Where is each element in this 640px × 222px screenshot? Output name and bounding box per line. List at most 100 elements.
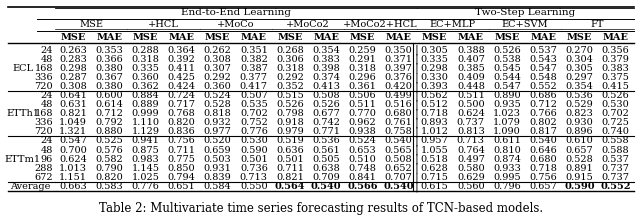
- Text: 0.420: 0.420: [385, 82, 412, 91]
- Text: 0.711: 0.711: [168, 146, 195, 155]
- Text: EC+MLP: EC+MLP: [429, 20, 476, 30]
- Text: MSE: MSE: [494, 33, 520, 42]
- Text: 0.382: 0.382: [240, 55, 268, 64]
- Text: 0.724: 0.724: [168, 91, 195, 100]
- Text: 0.518: 0.518: [421, 155, 449, 164]
- Text: Average: Average: [10, 182, 50, 191]
- Text: 0.590: 0.590: [240, 146, 268, 155]
- Text: 168: 168: [35, 109, 53, 118]
- Text: |: |: [413, 108, 420, 119]
- Text: 0.425: 0.425: [168, 73, 195, 82]
- Text: 0.565: 0.565: [385, 146, 412, 155]
- Text: 0.519: 0.519: [276, 137, 304, 145]
- Text: 0.802: 0.802: [529, 118, 557, 127]
- Text: 288: 288: [35, 164, 53, 173]
- Text: MAE: MAE: [458, 33, 484, 42]
- Text: 0.392: 0.392: [168, 55, 195, 64]
- Text: 0.938: 0.938: [348, 127, 376, 136]
- Text: 0.543: 0.543: [529, 55, 557, 64]
- Text: 0.821: 0.821: [59, 109, 87, 118]
- Text: 0.352: 0.352: [276, 82, 304, 91]
- Text: |: |: [413, 72, 420, 83]
- Text: 0.841: 0.841: [348, 173, 376, 182]
- Text: |: |: [413, 172, 420, 182]
- Text: 0.796: 0.796: [493, 182, 521, 191]
- Text: MSE: MSE: [566, 33, 592, 42]
- Text: |: |: [413, 154, 420, 164]
- Text: 0.758: 0.758: [385, 127, 412, 136]
- Text: 0.318: 0.318: [131, 55, 159, 64]
- Text: 0.540: 0.540: [385, 137, 412, 145]
- Text: 0.713: 0.713: [457, 137, 485, 145]
- Text: Table 2: Multivariate time series forecasting results of TCN-based models.: Table 2: Multivariate time series foreca…: [99, 202, 543, 215]
- Text: 0.528: 0.528: [204, 100, 232, 109]
- Text: 0.550: 0.550: [240, 182, 268, 191]
- Text: 0.580: 0.580: [457, 164, 484, 173]
- Text: 0.263: 0.263: [59, 46, 87, 55]
- Text: MSE: MSE: [79, 20, 103, 30]
- Text: 0.631: 0.631: [59, 100, 87, 109]
- Text: 0.680: 0.680: [529, 155, 557, 164]
- Text: 0.932: 0.932: [204, 118, 232, 127]
- Text: 48: 48: [40, 146, 53, 155]
- Text: 0.629: 0.629: [457, 173, 484, 182]
- Text: 0.297: 0.297: [565, 73, 593, 82]
- Text: |: |: [413, 117, 420, 128]
- Text: 0.766: 0.766: [529, 109, 557, 118]
- Text: 0.353: 0.353: [95, 46, 123, 55]
- Text: 0.283: 0.283: [59, 55, 87, 64]
- Text: 0.398: 0.398: [312, 64, 340, 73]
- Text: |: |: [413, 54, 420, 64]
- Text: FT: FT: [591, 20, 604, 30]
- Text: MSE: MSE: [349, 33, 375, 42]
- Text: 1.025: 1.025: [131, 173, 159, 182]
- Text: 0.624: 0.624: [457, 109, 484, 118]
- Text: 0.977: 0.977: [204, 127, 232, 136]
- Text: 0.388: 0.388: [457, 46, 484, 55]
- Text: 0.335: 0.335: [131, 64, 159, 73]
- Text: 0.657: 0.657: [529, 182, 557, 191]
- Text: 0.288: 0.288: [131, 46, 159, 55]
- Text: 0.874: 0.874: [493, 155, 521, 164]
- Text: 336: 336: [35, 118, 53, 127]
- Text: 0.810: 0.810: [493, 146, 521, 155]
- Text: 0.356: 0.356: [602, 46, 629, 55]
- Text: 0.497: 0.497: [457, 155, 484, 164]
- Text: 0.610: 0.610: [566, 137, 593, 145]
- Text: 0.957: 0.957: [421, 137, 449, 145]
- Text: 1.321: 1.321: [59, 127, 87, 136]
- Text: 0.387: 0.387: [240, 64, 268, 73]
- Text: 0.305: 0.305: [421, 46, 449, 55]
- Text: 0.510: 0.510: [348, 155, 376, 164]
- Text: 0.718: 0.718: [420, 109, 449, 118]
- Text: 0.508: 0.508: [312, 91, 340, 100]
- Text: 1.079: 1.079: [493, 118, 521, 127]
- Text: 0.511: 0.511: [348, 100, 376, 109]
- Text: 0.582: 0.582: [95, 155, 123, 164]
- Text: 1.049: 1.049: [59, 118, 87, 127]
- Text: 0.880: 0.880: [95, 127, 123, 136]
- Text: 0.308: 0.308: [204, 55, 232, 64]
- Text: |: |: [413, 127, 420, 137]
- Text: 1.110: 1.110: [131, 118, 159, 127]
- Text: 0.537: 0.537: [602, 155, 630, 164]
- Text: 0.530: 0.530: [240, 137, 268, 145]
- Text: MAE: MAE: [530, 33, 556, 42]
- Text: 0.646: 0.646: [529, 146, 557, 155]
- Text: 0.770: 0.770: [348, 109, 376, 118]
- Text: 0.536: 0.536: [312, 137, 340, 145]
- Text: 0.507: 0.507: [240, 91, 268, 100]
- Text: 0.374: 0.374: [312, 73, 340, 82]
- Text: 672: 672: [35, 173, 53, 182]
- Text: 0.584: 0.584: [204, 182, 232, 191]
- Text: 0.501: 0.501: [240, 155, 268, 164]
- Text: 0.448: 0.448: [457, 82, 484, 91]
- Text: 0.259: 0.259: [348, 46, 376, 55]
- Text: 0.890: 0.890: [493, 91, 521, 100]
- Text: 0.790: 0.790: [95, 164, 123, 173]
- Text: 0.768: 0.768: [168, 109, 195, 118]
- Text: 0.712: 0.712: [529, 100, 557, 109]
- Text: 0.615: 0.615: [421, 182, 449, 191]
- Text: |: |: [413, 45, 420, 55]
- Text: 0.526: 0.526: [276, 100, 304, 109]
